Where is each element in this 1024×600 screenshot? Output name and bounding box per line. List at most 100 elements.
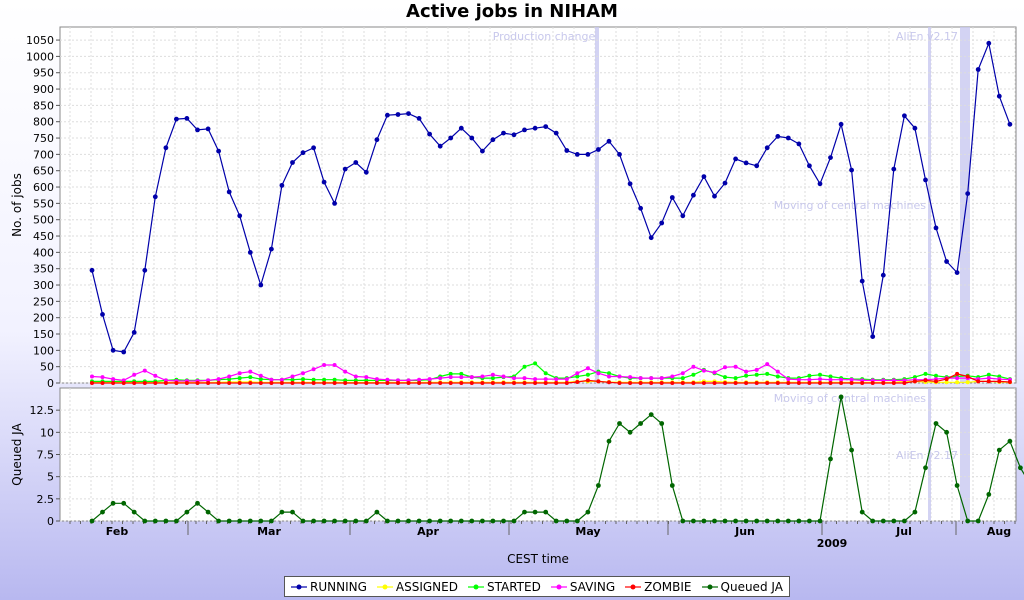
data-point-queued-ja — [564, 518, 570, 524]
y-tick-label: 350 — [33, 263, 54, 276]
data-point-zombie — [923, 378, 928, 383]
data-point-zombie — [659, 381, 664, 385]
data-point-started — [754, 372, 759, 377]
data-point-started — [733, 376, 738, 381]
data-point-saving — [100, 375, 105, 380]
x-tick-label: May — [575, 525, 600, 538]
data-point-running — [617, 152, 622, 157]
legend-swatch-icon — [550, 584, 567, 589]
data-point-started — [490, 376, 495, 381]
data-point-zombie — [934, 379, 938, 384]
data-point-saving — [765, 362, 770, 367]
data-point-running — [954, 270, 960, 275]
data-point-started — [585, 372, 590, 377]
data-point-saving — [279, 377, 284, 382]
data-point-started — [459, 371, 464, 376]
series-line-started — [92, 362, 1011, 382]
x-year-label: 2009 — [817, 537, 848, 550]
data-point-zombie — [448, 381, 453, 385]
y-tick-label: 850 — [33, 99, 54, 112]
data-point-running — [648, 235, 654, 241]
data-point-saving — [427, 377, 432, 382]
x-axis-label: CEST time — [507, 552, 569, 566]
data-point-started — [332, 377, 337, 382]
data-point-queued-ja — [279, 509, 285, 515]
data-point-zombie — [881, 381, 886, 385]
data-point-zombie — [839, 381, 844, 385]
data-point-running — [817, 181, 823, 187]
data-point-queued-ja — [258, 518, 264, 524]
data-point-zombie — [912, 379, 917, 384]
data-point-queued-ja — [269, 518, 274, 524]
data-point-zombie — [438, 381, 443, 385]
data-point-zombie — [322, 381, 327, 385]
data-point-queued-ja — [406, 518, 411, 524]
data-point-queued-ja — [543, 509, 549, 515]
data-point-running — [110, 347, 116, 353]
legend-label: STARTED — [486, 579, 541, 594]
data-point-zombie — [269, 381, 274, 385]
data-point-zombie — [427, 381, 432, 385]
data-point-saving — [744, 369, 749, 374]
data-point-queued-ja — [659, 421, 665, 426]
data-point-queued-ja — [838, 394, 844, 400]
data-point-started — [723, 375, 727, 380]
data-point-zombie — [100, 381, 105, 385]
data-point-queued-ja — [870, 518, 876, 524]
data-point-running — [606, 138, 612, 144]
data-point-assigned — [944, 380, 949, 385]
data-point-queued-ja — [427, 518, 432, 524]
data-point-running — [480, 148, 485, 154]
data-point-queued-ja — [205, 509, 211, 515]
y-tick-label: 0 — [47, 515, 54, 528]
data-point-queued-ja — [891, 518, 897, 524]
data-point-zombie — [332, 381, 337, 385]
data-point-zombie — [353, 381, 358, 385]
data-point-queued-ja — [902, 518, 907, 524]
legend-item-running: RUNNING — [291, 580, 367, 594]
data-point-saving — [607, 374, 611, 379]
data-point-saving — [691, 364, 696, 369]
data-point-running — [838, 121, 844, 127]
data-point-saving — [617, 374, 622, 379]
data-point-running — [933, 225, 939, 231]
data-point-running — [490, 137, 496, 143]
data-point-running — [89, 267, 95, 273]
data-point-queued-ja — [184, 509, 190, 515]
data-point-running — [458, 125, 464, 131]
data-point-running — [121, 349, 127, 355]
y-tick-label: 0 — [47, 377, 54, 390]
data-point-saving — [701, 368, 706, 373]
data-point-zombie — [860, 381, 865, 385]
data-point-saving — [680, 371, 685, 376]
data-point-zombie — [807, 381, 812, 385]
y-tick-label: 100 — [33, 344, 54, 357]
data-point-started — [533, 361, 538, 366]
data-point-saving — [311, 367, 316, 372]
data-point-queued-ja — [880, 518, 886, 524]
data-point-running — [796, 141, 802, 147]
data-point-saving — [723, 365, 727, 370]
data-point-zombie — [902, 381, 907, 385]
data-point-saving — [153, 373, 158, 378]
data-point-zombie — [891, 381, 896, 385]
data-point-zombie — [754, 381, 759, 385]
data-point-zombie — [459, 381, 464, 385]
data-point-running — [807, 163, 812, 169]
data-point-zombie — [796, 381, 801, 385]
data-point-saving — [438, 376, 443, 381]
data-point-running — [279, 183, 285, 188]
y-tick-label: 150 — [33, 328, 54, 341]
data-point-running — [691, 192, 696, 198]
y-tick-label: 400 — [33, 246, 54, 259]
data-point-started — [543, 371, 548, 376]
legend-item-queued-ja: Queued JA — [701, 580, 783, 594]
data-point-zombie — [248, 381, 253, 385]
data-point-started — [934, 373, 938, 378]
data-point-saving — [828, 377, 833, 382]
legend: RUNNING ASSIGNED STARTED SAVING ZOMBIE Queued… — [284, 576, 790, 597]
data-point-zombie — [480, 381, 485, 385]
data-point-started — [765, 371, 770, 376]
data-point-running — [627, 181, 633, 187]
data-point-saving — [258, 373, 263, 378]
